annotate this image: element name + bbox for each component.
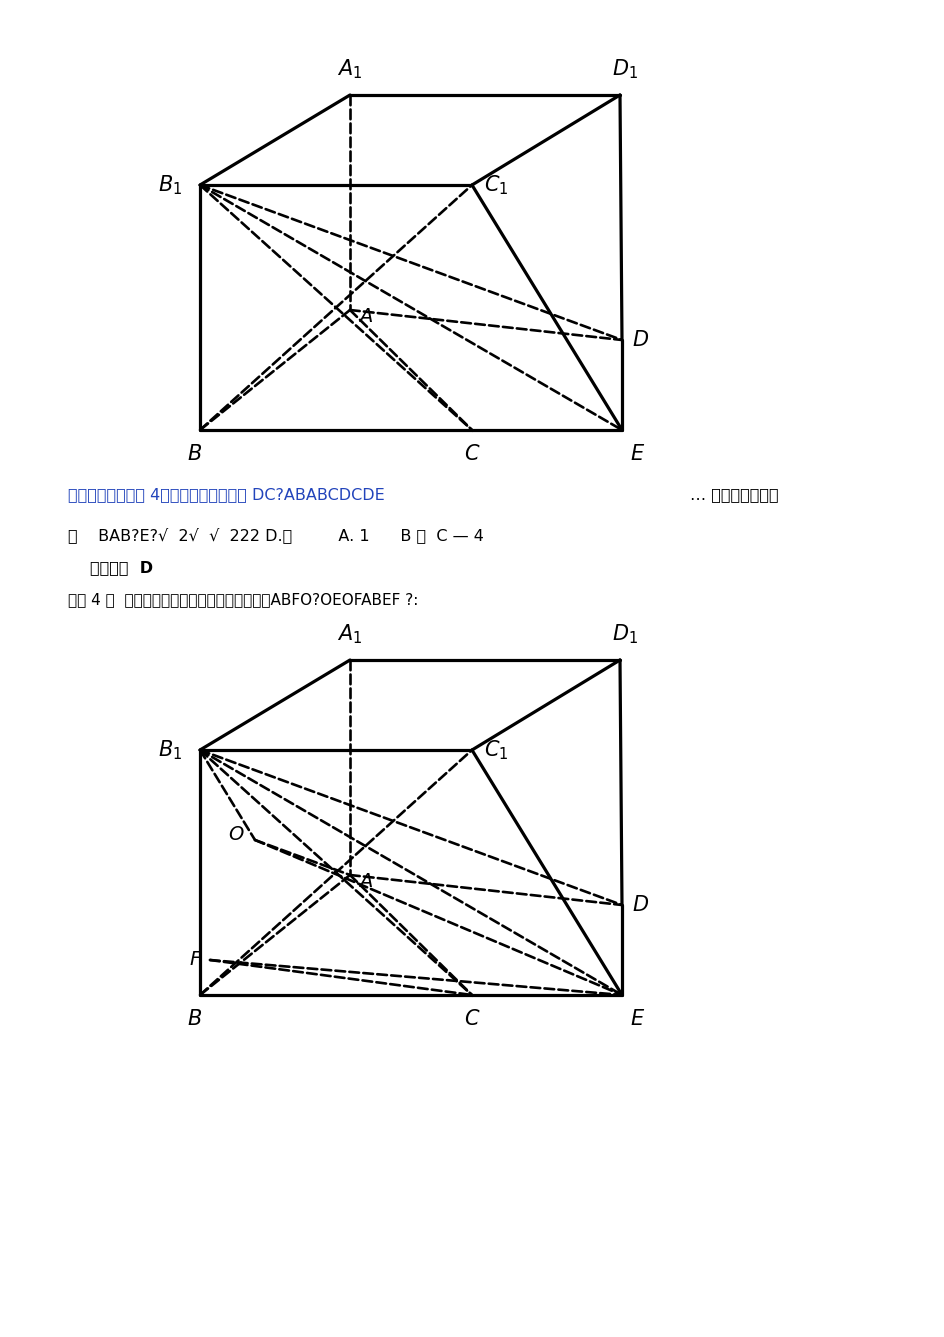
- Text: … ）角的正切值为: … ）角的正切值为: [689, 488, 778, 503]
- Text: $F$: $F$: [189, 951, 202, 969]
- Text: $A_1$: $A_1$: [337, 57, 362, 82]
- Text: 图第 4 题  于如图，作于，作，连结。【解答】ABFO?OEOFABEF ?:: 图第 4 题 于如图，作于，作，连结。【解答】ABFO?OEOFABEF ?:: [68, 592, 418, 607]
- Text: $D_1$: $D_1$: [612, 57, 637, 82]
- Text: （    BAB?E?√  2√  √  222 D.，         A. 1      B ，  C — 4: （ BAB?E?√ 2√ √ 222 D.， A. 1 B ， C — 4: [68, 527, 483, 543]
- Text: $C$: $C$: [464, 1009, 480, 1029]
- Text: $B_1$: $B_1$: [158, 174, 182, 197]
- Text: $E$: $E$: [630, 444, 645, 464]
- Text: $A$: $A$: [358, 308, 373, 326]
- Text: $D$: $D$: [632, 894, 649, 915]
- Text: $B$: $B$: [187, 1009, 202, 1029]
- Text: $A$: $A$: [358, 873, 373, 890]
- Text: $C$: $C$: [464, 444, 480, 464]
- Text: 中点，则二面，为 4．如图，已知正方体 DC?ABABCDCDE: 中点，则二面，为 4．如图，已知正方体 DC?ABABCDCDE: [68, 488, 384, 503]
- Text: $C_1$: $C_1$: [483, 174, 508, 197]
- Text: $D$: $D$: [632, 330, 649, 350]
- Text: $E$: $E$: [630, 1009, 645, 1029]
- Text: $O$: $O$: [228, 826, 244, 844]
- Text: $B_1$: $B_1$: [158, 738, 182, 762]
- Text: $B$: $B$: [187, 444, 202, 464]
- Text: $D_1$: $D_1$: [612, 623, 637, 646]
- Text: $C_1$: $C_1$: [483, 738, 508, 762]
- Text: 【答案】  D: 【答案】 D: [90, 560, 153, 575]
- Text: $A_1$: $A_1$: [337, 623, 362, 646]
